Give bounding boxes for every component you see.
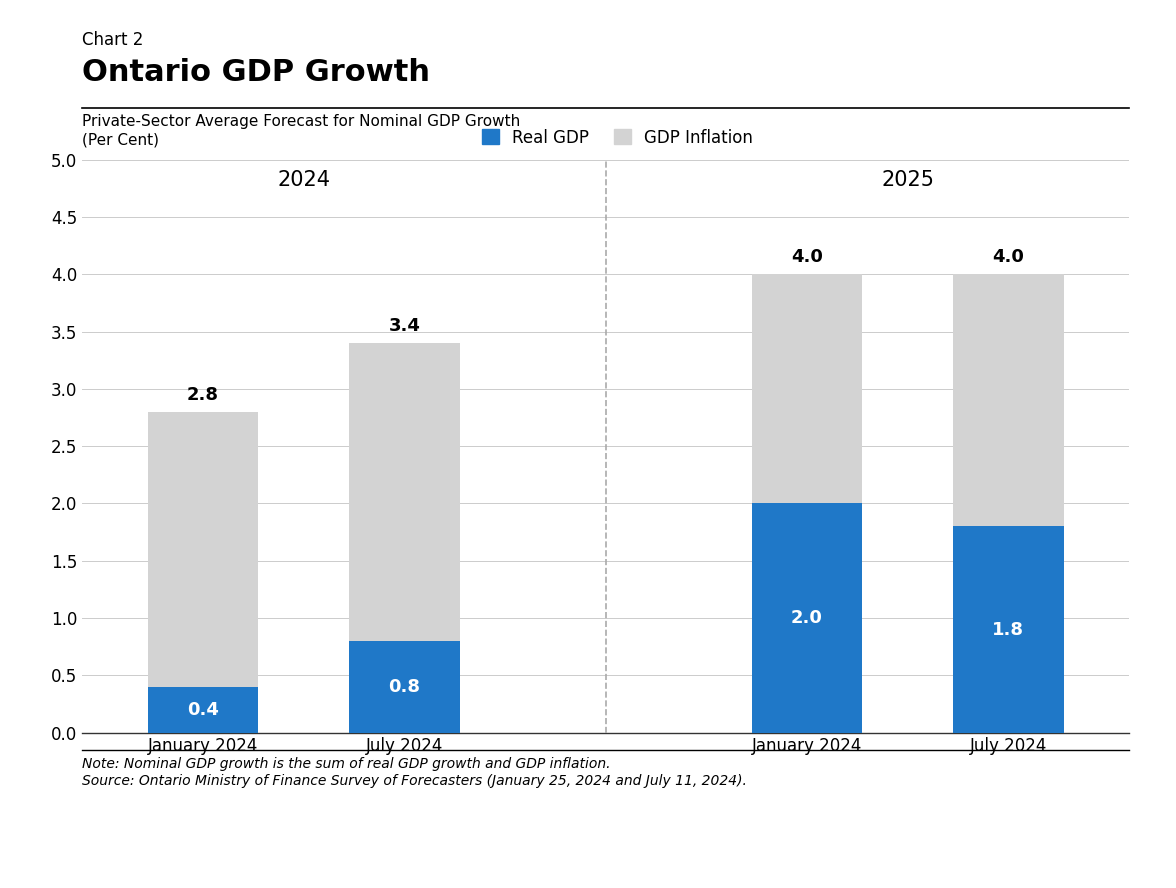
Text: 0.8: 0.8 [388,678,420,696]
Bar [953,527,1063,733]
Text: 4.0: 4.0 [993,249,1024,266]
Text: Note: Nominal GDP growth is the sum of real GDP growth and GDP inflation.: Note: Nominal GDP growth is the sum of r… [82,757,610,771]
Bar [349,343,460,641]
Text: 2024: 2024 [278,170,330,190]
Text: 2.0: 2.0 [791,609,823,627]
Text: 3.4: 3.4 [388,317,420,335]
Text: Source: Ontario Ministry of Finance Survey of Forecasters (January 25, 2024 and : Source: Ontario Ministry of Finance Surv… [82,774,747,789]
Bar [751,274,862,503]
Text: Chart 2: Chart 2 [82,31,143,49]
Text: 2025: 2025 [881,170,934,190]
Text: Private-Sector Average Forecast for Nominal GDP Growth: Private-Sector Average Forecast for Nomi… [82,114,521,129]
Text: 1.8: 1.8 [993,621,1024,638]
Bar [148,686,259,733]
Text: Ontario GDP Growth: Ontario GDP Growth [82,58,430,87]
Bar [953,274,1063,527]
Bar [148,412,259,686]
Legend: Real GDP, GDP Inflation: Real GDP, GDP Inflation [482,129,753,147]
Text: 0.4: 0.4 [187,701,219,718]
Bar [349,641,460,733]
Text: 4.0: 4.0 [791,249,823,266]
Text: 2.8: 2.8 [187,385,219,404]
Bar [751,503,862,733]
Text: (Per Cent): (Per Cent) [82,132,159,147]
